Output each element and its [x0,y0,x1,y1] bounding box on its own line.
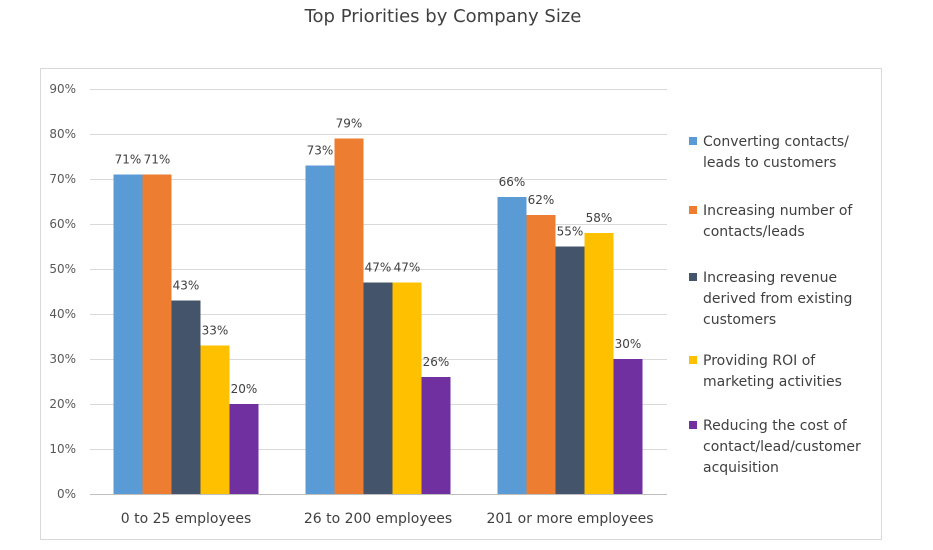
legend-label: Providing ROI of [703,353,816,369]
data-label: 79% [336,117,363,131]
bar [305,165,335,494]
legend: Converting contacts/leads to customers In… [689,134,861,476]
y-tick-label: 70% [49,172,76,186]
y-axis-ticks: 0% 10% 20% 30% 40% 50% 60% 70% 80% 90% [49,82,76,501]
data-label: 47% [394,261,421,275]
legend-label: Increasing revenue [703,270,837,286]
bar [392,282,422,494]
data-label: 66% [499,175,526,189]
legend-item: Converting contacts/leads to customers [689,134,849,171]
bars [113,138,643,494]
bar [363,282,393,494]
legend-swatch [689,421,697,429]
category-label: 0 to 25 employees [121,511,252,527]
y-tick-label: 50% [49,262,76,276]
chart-title: Top Priorities by Company Size [304,6,582,27]
legend-label: customers [703,312,776,328]
bar [229,404,259,494]
bar [613,359,643,494]
data-label: 33% [202,324,229,338]
y-tick-label: 40% [49,307,76,321]
legend-item: Increasing revenue derived from existing c… [689,270,852,328]
data-label: 30% [615,337,642,351]
legend-item: Reducing the cost of contact/lead/custome… [689,418,861,476]
legend-label: Reducing the cost of [703,418,848,434]
legend-item: Increasing number of contacts/leads [689,203,853,240]
bar [200,345,230,494]
data-label: 71% [144,153,171,167]
bar [526,215,556,494]
data-label: 26% [423,355,450,369]
legend-label: derived from existing [703,291,852,307]
legend-label: contacts/leads [703,224,805,240]
legend-label: acquisition [703,460,779,476]
bar [555,246,585,494]
legend-swatch [689,137,697,145]
bar [421,377,451,494]
legend-label: contact/lead/customer [703,439,861,455]
legend-label: Increasing number of [703,203,853,219]
data-labels: 71% 71% 43% 33% 20% 73%79% 47% 47% 26% 66%62% 55%5… [115,117,642,397]
legend-label: Converting contacts/ [703,134,849,150]
bar [171,300,201,494]
category-label: 201 or more employees [486,511,653,527]
data-label: 73% [307,144,334,158]
data-label: 43% [173,279,200,293]
data-label: 20% [231,382,258,396]
data-label: 55% [557,225,584,239]
y-tick-label: 60% [49,217,76,231]
legend-label: marketing activities [703,374,842,390]
data-label: 58% [586,211,613,225]
legend-label: leads to customers [703,155,836,171]
bar [497,197,527,494]
legend-swatch [689,356,697,364]
bar [334,138,364,494]
data-label: 71% [115,153,142,167]
y-tick-label: 20% [49,397,76,411]
y-tick-label: 80% [49,127,76,141]
y-tick-label: 30% [49,352,76,366]
data-label: 47% [365,261,392,275]
bar [142,174,172,494]
data-label: 62% [528,193,555,207]
bar [113,174,143,494]
category-labels: 0 to 25 employees 26 to 200 employees 201 … [121,511,654,527]
legend-item: Providing ROI of marketing activities [689,353,842,390]
y-tick-label: 10% [49,442,76,456]
bar [584,233,614,494]
legend-swatch [689,206,697,214]
y-tick-label: 90% [49,82,76,96]
category-label: 26 to 200 employees [304,511,452,527]
y-tick-label: 0% [57,487,76,501]
legend-swatch [689,273,697,281]
